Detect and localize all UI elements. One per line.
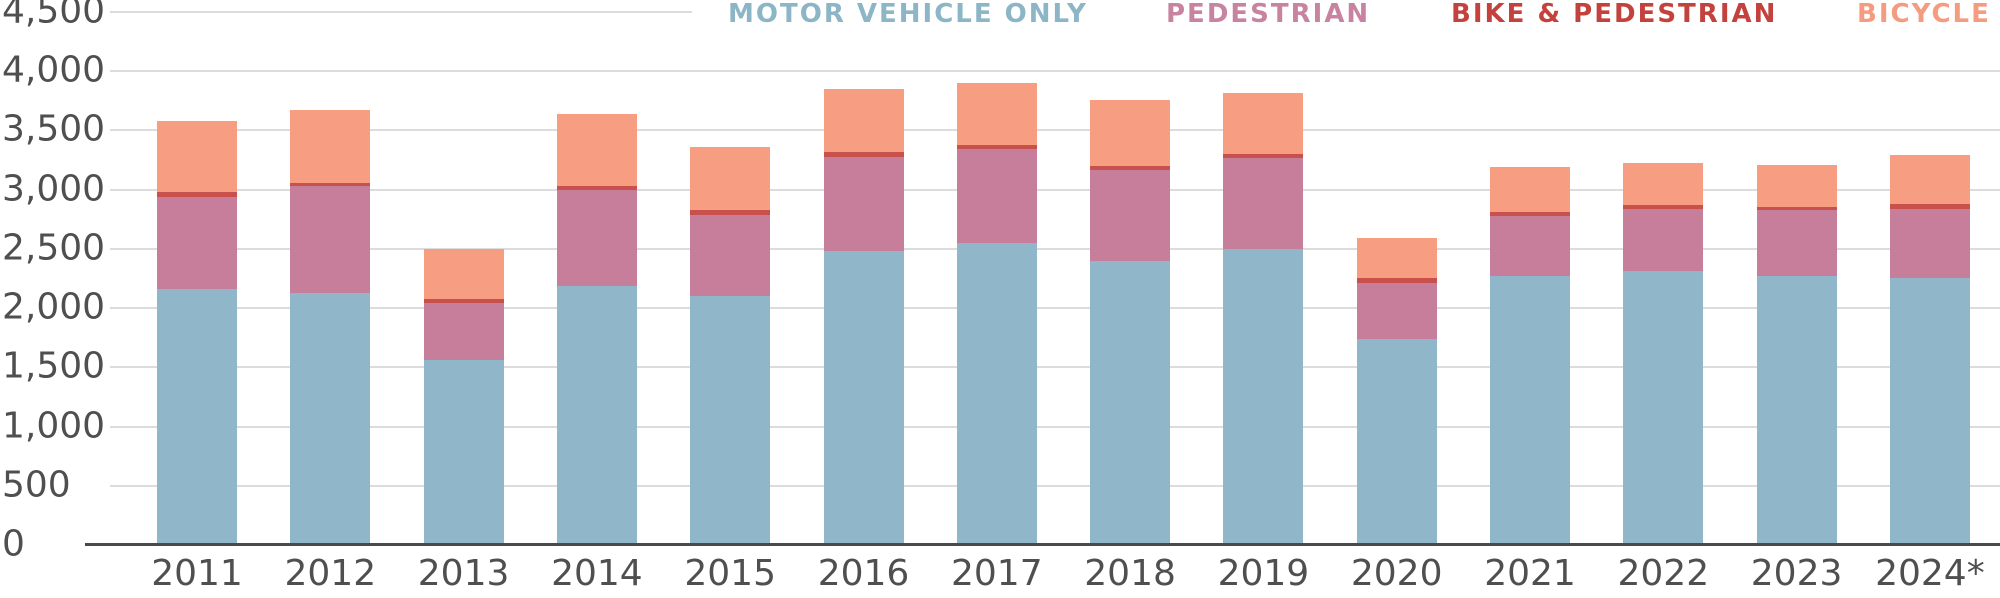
bar-segment-pedestrian-2017 <box>956 148 1037 243</box>
bar-segment-motor-vehicle-only-2015 <box>690 296 771 545</box>
bar-segment-motor-vehicle-only-2018 <box>1090 261 1171 545</box>
y-tick-label: 1,000 <box>2 404 106 446</box>
bar-segment-motor-vehicle-only-2011 <box>157 289 237 545</box>
gridline <box>110 366 2000 369</box>
gridline <box>110 70 2000 73</box>
bar-segment-bike-pedestrian-2011 <box>157 192 237 197</box>
legend-background <box>692 0 2000 32</box>
y-tick-label: 3,500 <box>2 108 106 150</box>
bar-segment-motor-vehicle-only-2022 <box>1623 271 1704 545</box>
bar-segment-pedestrian-2021 <box>1490 216 1570 277</box>
x-tick-label: 2022 <box>1617 553 1710 594</box>
bar-segment-bicycle-2016 <box>823 89 904 153</box>
x-tick-label: 2017 <box>950 553 1043 594</box>
x-tick-label: 2024* <box>1875 553 1985 594</box>
y-tick-label: 2,500 <box>2 227 106 269</box>
bar-segment-bike-pedestrian-2024 <box>1889 204 1970 209</box>
bar-segment-motor-vehicle-only-2013 <box>423 359 504 545</box>
bar-segment-bike-pedestrian-2016 <box>823 152 904 157</box>
bar-segment-bicycle-2018 <box>1090 100 1171 166</box>
bar-segment-bicycle-2021 <box>1490 167 1570 213</box>
bar-segment-bicycle-2024 <box>1889 155 1970 205</box>
bar-segment-pedestrian-2011 <box>157 196 237 290</box>
bar-segment-bicycle-2013 <box>423 248 504 299</box>
bar-segment-bike-pedestrian-2014 <box>556 186 637 190</box>
gridline <box>110 484 2000 487</box>
bar-segment-motor-vehicle-only-2017 <box>956 242 1037 545</box>
bar-segment-motor-vehicle-only-2012 <box>290 292 371 545</box>
bar-segment-motor-vehicle-only-2019 <box>1223 249 1304 545</box>
bar-segment-bike-pedestrian-2018 <box>1090 165 1171 170</box>
x-tick-label: 2019 <box>1217 553 1310 594</box>
bar-segment-bicycle-2011 <box>157 120 237 193</box>
bar-segment-pedestrian-2020 <box>1356 282 1437 339</box>
x-tick-label: 2018 <box>1084 553 1176 594</box>
legend-bike-pedestrian: BIKE & PEDESTRIAN <box>1451 0 1778 29</box>
bar-segment-bike-pedestrian-2013 <box>423 298 504 303</box>
legend-pedestrian: PEDESTRIAN <box>1166 0 1371 29</box>
gridline <box>110 247 2000 250</box>
bar-segment-bicycle-2023 <box>1756 165 1837 208</box>
y-tick-label: 0 <box>2 523 25 565</box>
bar-segment-motor-vehicle-only-2016 <box>823 251 904 545</box>
x-tick-label: 2011 <box>151 553 243 594</box>
gridline <box>110 188 2000 191</box>
bar-segment-pedestrian-2024 <box>1889 208 1970 278</box>
bar-segment-pedestrian-2019 <box>1223 157 1304 250</box>
x-axis-line <box>85 543 2000 546</box>
bar-segment-bike-pedestrian-2023 <box>1756 207 1837 211</box>
legend-bicycle: BICYCLE <box>1857 0 1991 29</box>
y-tick-label: 3,000 <box>2 167 106 209</box>
x-tick-label: 2015 <box>684 553 776 594</box>
x-tick-label: 2020 <box>1350 553 1443 594</box>
gridline <box>110 129 2000 132</box>
bar-segment-bicycle-2017 <box>956 82 1037 145</box>
bar-segment-pedestrian-2016 <box>823 156 904 252</box>
bar-segment-motor-vehicle-only-2023 <box>1756 275 1837 545</box>
bar-segment-bicycle-2014 <box>556 114 637 187</box>
legend-motor-vehicle-only: MOTOR VEHICLE ONLY <box>728 0 1088 29</box>
y-tick-label: 500 <box>2 464 71 506</box>
x-tick-label: 2012 <box>284 553 377 594</box>
x-tick-label: 2014 <box>551 553 643 594</box>
bar-segment-motor-vehicle-only-2014 <box>556 285 637 545</box>
gridline <box>110 425 2000 428</box>
x-tick-label: 2016 <box>817 553 910 594</box>
bar-segment-pedestrian-2014 <box>556 189 637 286</box>
bar-segment-bicycle-2012 <box>290 110 371 183</box>
bar-segment-pedestrian-2018 <box>1090 169 1171 262</box>
bar-segment-pedestrian-2012 <box>290 186 371 293</box>
bar-segment-bike-pedestrian-2017 <box>956 144 1037 149</box>
bar-segment-motor-vehicle-only-2020 <box>1356 338 1437 545</box>
x-tick-label: 2021 <box>1484 553 1576 594</box>
y-tick-label: 4,000 <box>2 49 106 91</box>
plot-area <box>85 11 2000 546</box>
bar-segment-bike-pedestrian-2019 <box>1223 153 1304 158</box>
bar-segment-pedestrian-2013 <box>423 302 504 360</box>
bar-segment-bicycle-2015 <box>690 147 771 211</box>
bar-segment-pedestrian-2015 <box>690 214 771 297</box>
bar-segment-bike-pedestrian-2020 <box>1356 277 1437 283</box>
bar-segment-bike-pedestrian-2021 <box>1490 212 1570 217</box>
bar-segment-bike-pedestrian-2022 <box>1623 205 1704 209</box>
bar-segment-motor-vehicle-only-2021 <box>1490 276 1570 545</box>
bar-segment-bicycle-2020 <box>1356 238 1437 278</box>
y-tick-label: 4,500 <box>2 0 106 32</box>
bar-segment-bicycle-2022 <box>1623 163 1704 206</box>
bar-segment-pedestrian-2022 <box>1623 208 1704 272</box>
bar-segment-bike-pedestrian-2012 <box>290 182 371 187</box>
bar-segment-motor-vehicle-only-2024 <box>1889 277 1970 545</box>
x-tick-label: 2023 <box>1750 553 1843 594</box>
x-tick-label: 2013 <box>417 553 510 594</box>
bar-segment-pedestrian-2023 <box>1756 210 1837 276</box>
gridline <box>110 307 2000 310</box>
bar-segment-bike-pedestrian-2015 <box>690 210 771 215</box>
y-tick-label: 1,500 <box>2 345 106 387</box>
y-tick-label: 2,000 <box>2 286 106 328</box>
bar-segment-bicycle-2019 <box>1223 92 1304 154</box>
